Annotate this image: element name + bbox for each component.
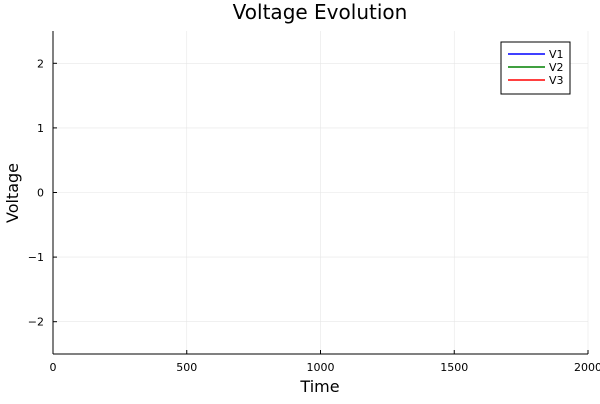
y-tick-label: 1: [37, 122, 44, 135]
y-tick-label: −2: [28, 316, 44, 329]
x-tick-label: 1500: [440, 361, 468, 374]
legend-label-v2: V2: [549, 61, 564, 74]
axes: [52, 31, 589, 355]
y-tick-label: 0: [37, 187, 44, 200]
tick-labels: 0 500 1000 1500 2000 −2 −1 0 1 2: [28, 57, 600, 374]
legend-label-v3: V3: [549, 74, 564, 87]
chart-title: Voltage Evolution: [233, 0, 408, 24]
legend-label-v1: V1: [549, 48, 564, 61]
x-tick-label: 1000: [307, 361, 335, 374]
x-tick-label: 0: [50, 361, 57, 374]
y-tick-label: 2: [37, 57, 44, 70]
legend-box: [500, 41, 571, 95]
x-axis-label: Time: [299, 377, 339, 396]
y-tick-label: −1: [28, 251, 44, 264]
y-axis-label: Voltage: [3, 163, 22, 223]
x-tick-label: 500: [176, 361, 197, 374]
x-tick-label: 2000: [574, 361, 600, 374]
grid-lines: [52, 31, 589, 354]
